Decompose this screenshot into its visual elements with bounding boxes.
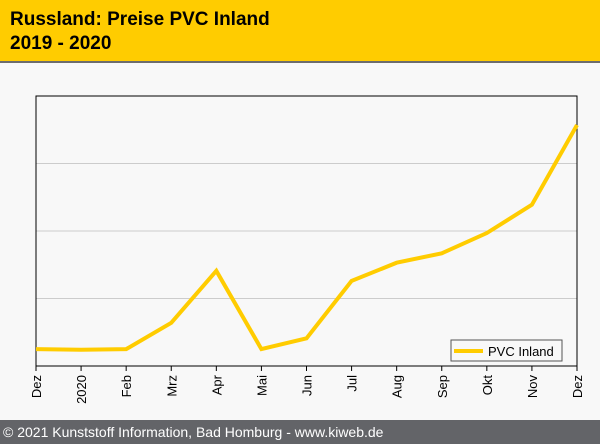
x-tick-label: Dez [29,375,44,398]
x-tick-label: Mrz [164,375,179,397]
legend-label: PVC Inland [488,344,554,359]
x-tick-label: Aug [390,375,405,398]
x-tick-label: Jun [300,375,315,396]
x-tick-label: Nov [525,375,540,399]
chart-subtitle: 2019 - 2020 [10,33,112,54]
x-tick-label: Dez [570,375,585,398]
footer-copyright: © 2021 Kunststoff Information, Bad Hombu… [0,420,600,444]
x-tick-label: Mai [254,375,269,396]
chart-title: Russland: Preise PVC Inland [10,9,270,30]
chart: Dez 2020 Feb Mrz Apr Mai Jun Jul Aug Sep Okt Nov Dez… [29,95,585,404]
x-tick-label: Okt [480,375,495,396]
x-tick-label: 2020 [74,375,89,404]
x-tick-label: Sep [435,375,450,398]
x-tick-label: Apr [209,374,224,395]
x-tick-label: Feb [119,375,134,397]
header: Russland: Preise PVC Inland 2019 - 2020 [0,0,600,63]
legend-box [450,339,563,362]
x-tick-label: Jul [345,375,360,392]
